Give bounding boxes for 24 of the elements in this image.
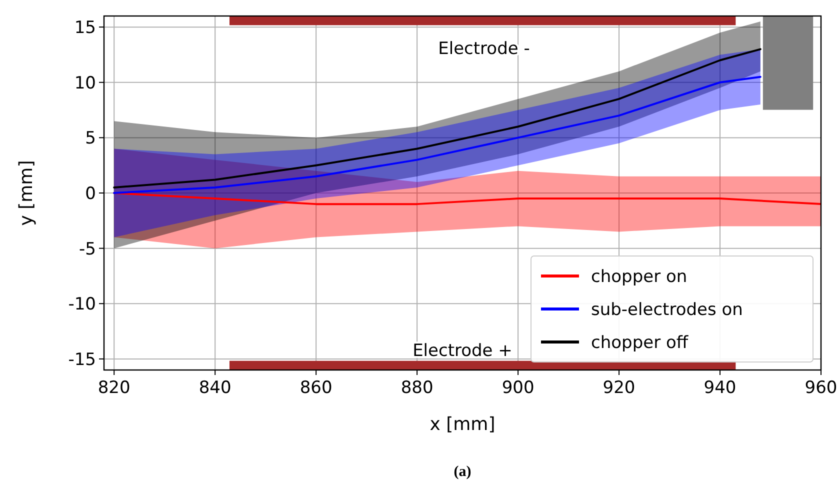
x-tick-label: 940	[704, 378, 736, 398]
y-tick-label: -5	[79, 239, 96, 260]
y-tick-label: 5	[85, 128, 96, 149]
x-tick-label: 820	[98, 378, 130, 398]
legend-label: chopper on	[591, 266, 688, 287]
annotation: Electrode -	[438, 39, 530, 59]
line-series	[113, 76, 762, 194]
y-tick-label: 10	[74, 73, 96, 94]
x-tick-label: 920	[602, 378, 636, 398]
y-axis-title: y [mm]	[16, 160, 37, 226]
legend-label: sub-electrodes on	[591, 300, 743, 320]
text: (a)	[454, 464, 472, 480]
y-tick-label: -10	[68, 294, 96, 315]
x-axis-title: x [mm]	[430, 414, 496, 435]
x-tick-label: 880	[400, 378, 434, 398]
x-tick-label: 840	[198, 378, 232, 398]
annotation: Electrode +	[412, 341, 512, 361]
x-tick-label: 860	[300, 378, 332, 398]
x-tick-label: 960	[804, 378, 838, 398]
y-tick-label: 0	[85, 184, 96, 204]
y-tick-label: 15	[74, 18, 96, 38]
x-tick-label: 900	[502, 378, 534, 398]
y-tick-label: -15	[68, 350, 96, 370]
legend-label: chopper off	[591, 332, 690, 353]
